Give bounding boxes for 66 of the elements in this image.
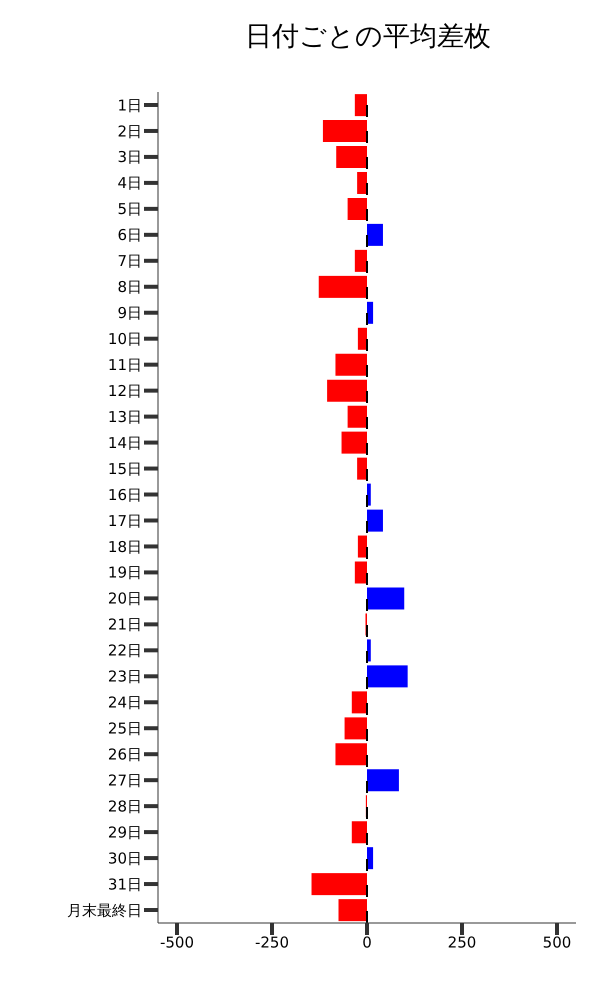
bar [367,847,374,870]
bar [352,821,367,844]
bar [336,146,367,168]
y-tick-label: 10日 [108,330,142,348]
bar [342,432,367,454]
bar [348,406,367,428]
chart-title: 日付ごとの平均差枚 [244,20,492,54]
y-tick-label: 22日 [108,642,142,660]
bar [354,562,367,584]
y-tick-label: 28日 [108,797,142,816]
bar [367,665,408,688]
bar [327,380,367,402]
bar [335,743,367,766]
bar [322,120,367,142]
y-tick-label: 16日 [108,486,142,504]
y-tick-label: 19日 [108,564,142,582]
bar [367,224,383,246]
bar [367,302,374,324]
y-tick-label: 30日 [108,849,142,868]
y-tick-label: 25日 [108,720,142,738]
y-tick-label: 月末最終日 [67,901,142,920]
x-tick-label: 500 [542,934,572,952]
x-tick-label: 250 [448,934,476,952]
bar [312,873,367,896]
y-tick-label: 29日 [108,823,142,842]
y-tick-label: 6日 [117,226,142,244]
x-tick-label: -500 [160,934,194,952]
bar [318,276,367,298]
bar [335,354,367,376]
bar [358,328,367,350]
bar [352,691,367,714]
bar [354,94,367,116]
x-tick-label: 0 [362,934,372,952]
y-tick-label: 26日 [108,746,142,764]
bar [367,587,404,610]
y-tick-label: 18日 [108,538,142,556]
y-tick-label: 13日 [108,408,142,426]
bar [338,899,367,922]
y-tick-label: 17日 [108,512,142,530]
x-tick-label: -250 [254,934,290,952]
y-tick-label: 23日 [108,668,142,686]
y-tick-label: 7日 [117,252,142,270]
bar [348,198,367,220]
y-tick-label: 31日 [108,875,142,894]
bar [358,536,367,558]
y-tick-label: 9日 [117,304,142,322]
bar [354,250,367,272]
y-tick-label: 12日 [108,382,142,400]
bar [357,172,367,194]
y-tick-label: 5日 [117,200,142,218]
y-tick-label: 24日 [108,694,142,712]
y-tick-label: 14日 [108,434,142,452]
y-tick-label: 27日 [108,771,142,790]
y-tick-label: 20日 [108,590,142,608]
y-tick-label: 8日 [117,278,142,296]
bar [367,510,383,532]
y-tick-label: 4日 [117,174,142,192]
bar [344,717,367,740]
y-tick-label: 21日 [108,616,142,634]
y-tick-label: 15日 [108,460,142,478]
bar [367,769,399,792]
bar [357,458,367,480]
y-tick-label: 3日 [117,148,142,166]
y-tick-label: 11日 [108,356,142,374]
y-tick-label: 2日 [117,122,142,140]
y-tick-label: 1日 [117,96,142,114]
